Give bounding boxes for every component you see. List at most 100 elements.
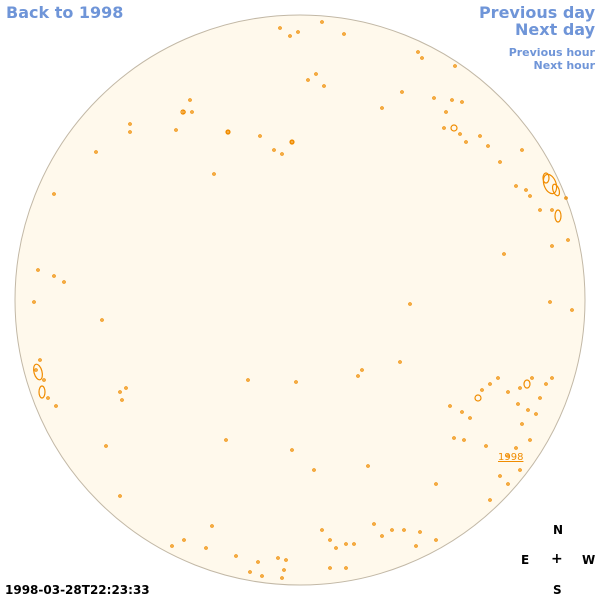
contour-speck: [498, 474, 502, 478]
contour-ring: [554, 209, 562, 223]
contour-ring: [33, 363, 43, 381]
contour-speck: [514, 184, 518, 188]
contour-speck: [528, 194, 532, 198]
contour-speck: [462, 438, 466, 442]
back-to-year-link[interactable]: Back to 1998: [6, 3, 124, 22]
contour-speck: [570, 308, 574, 312]
contour-speck: [322, 84, 326, 88]
solar-disk: [14, 14, 586, 586]
contour-speck: [450, 98, 454, 102]
contour-speck: [280, 576, 284, 580]
contour-speck: [204, 546, 208, 550]
contour-speck: [528, 438, 532, 442]
contour-speck: [94, 150, 98, 154]
contour-speck: [544, 382, 548, 386]
contour-speck: [128, 122, 132, 126]
contour-speck: [538, 208, 542, 212]
contour-ring: [542, 173, 558, 195]
contour-speck: [548, 300, 552, 304]
contour-speck: [128, 130, 132, 134]
contour-speck: [170, 544, 174, 548]
contour-speck: [414, 544, 418, 548]
previous-hour-link[interactable]: Previous hour: [508, 46, 595, 59]
contour-speck: [54, 404, 58, 408]
contour-speck: [52, 192, 56, 196]
contour-speck: [550, 208, 554, 212]
contour-speck: [453, 64, 457, 68]
contour-speck: [312, 468, 316, 472]
contour-speck: [488, 498, 492, 502]
contour-speck: [434, 538, 438, 542]
compass-center: +: [551, 551, 563, 567]
contour-speck: [506, 454, 510, 458]
compass-north: N: [553, 523, 564, 537]
contour-speck: [224, 438, 228, 442]
contour-speck: [418, 530, 422, 534]
contour-speck: [284, 558, 288, 562]
contour-speck: [174, 128, 178, 132]
contour-speck: [212, 172, 216, 176]
contour-speck: [460, 100, 464, 104]
contour-speck: [460, 410, 464, 414]
contour-speck: [260, 574, 264, 578]
contour-speck: [42, 378, 46, 382]
contour-speck: [518, 468, 522, 472]
contour-speck: [444, 110, 448, 114]
contour-speck: [398, 360, 402, 364]
contour-speck: [520, 422, 524, 426]
contour-speck: [36, 268, 40, 272]
contour-ring: [450, 124, 458, 132]
contour-speck: [342, 32, 346, 36]
contour-speck: [566, 238, 570, 242]
contour-speck: [442, 126, 446, 130]
contour-speck: [296, 30, 300, 34]
contour-speck: [518, 386, 522, 390]
next-day-link[interactable]: Next day: [515, 20, 595, 39]
contour-speck: [434, 482, 438, 486]
contour-speck: [118, 494, 122, 498]
contour-speck: [356, 374, 360, 378]
previous-day-link[interactable]: Previous day: [478, 3, 595, 22]
contour-speck: [366, 464, 370, 468]
contour-speck: [506, 390, 510, 394]
region-label-1998[interactable]: 1998: [498, 452, 523, 463]
contour-ring: [551, 183, 561, 197]
contour-speck: [352, 542, 356, 546]
contour-speck: [290, 140, 294, 144]
contour-speck: [448, 404, 452, 408]
contour-speck: [120, 398, 124, 402]
contour-speck: [276, 556, 280, 560]
contour-speck: [280, 152, 284, 156]
next-hour-link[interactable]: Next hour: [533, 59, 596, 72]
contour-speck: [550, 244, 554, 248]
contour-ring: [289, 139, 295, 145]
contour-speck: [502, 252, 506, 256]
contour-speck: [182, 538, 186, 542]
contour-speck: [334, 546, 338, 550]
contour-speck: [564, 196, 568, 200]
contour-speck: [464, 140, 468, 144]
contour-speck: [420, 56, 424, 60]
contour-speck: [290, 448, 294, 452]
contour-speck: [104, 444, 108, 448]
contour-speck: [390, 528, 394, 532]
contour-speck: [416, 50, 420, 54]
contour-speck: [506, 482, 510, 486]
contour-speck: [306, 78, 310, 82]
contour-speck: [480, 388, 484, 392]
contour-ring: [180, 109, 186, 115]
contour-speck: [320, 20, 324, 24]
compass-south: S: [553, 583, 562, 597]
contour-speck: [408, 302, 412, 306]
contour-speck: [288, 34, 292, 38]
contour-speck: [328, 538, 332, 542]
contour-speck: [344, 566, 348, 570]
contour-speck: [294, 380, 298, 384]
contour-speck: [34, 368, 38, 372]
contour-speck: [344, 542, 348, 546]
contour-speck: [124, 386, 128, 390]
contour-speck: [52, 274, 56, 278]
contour-speck: [258, 134, 262, 138]
contour-speck: [534, 412, 538, 416]
